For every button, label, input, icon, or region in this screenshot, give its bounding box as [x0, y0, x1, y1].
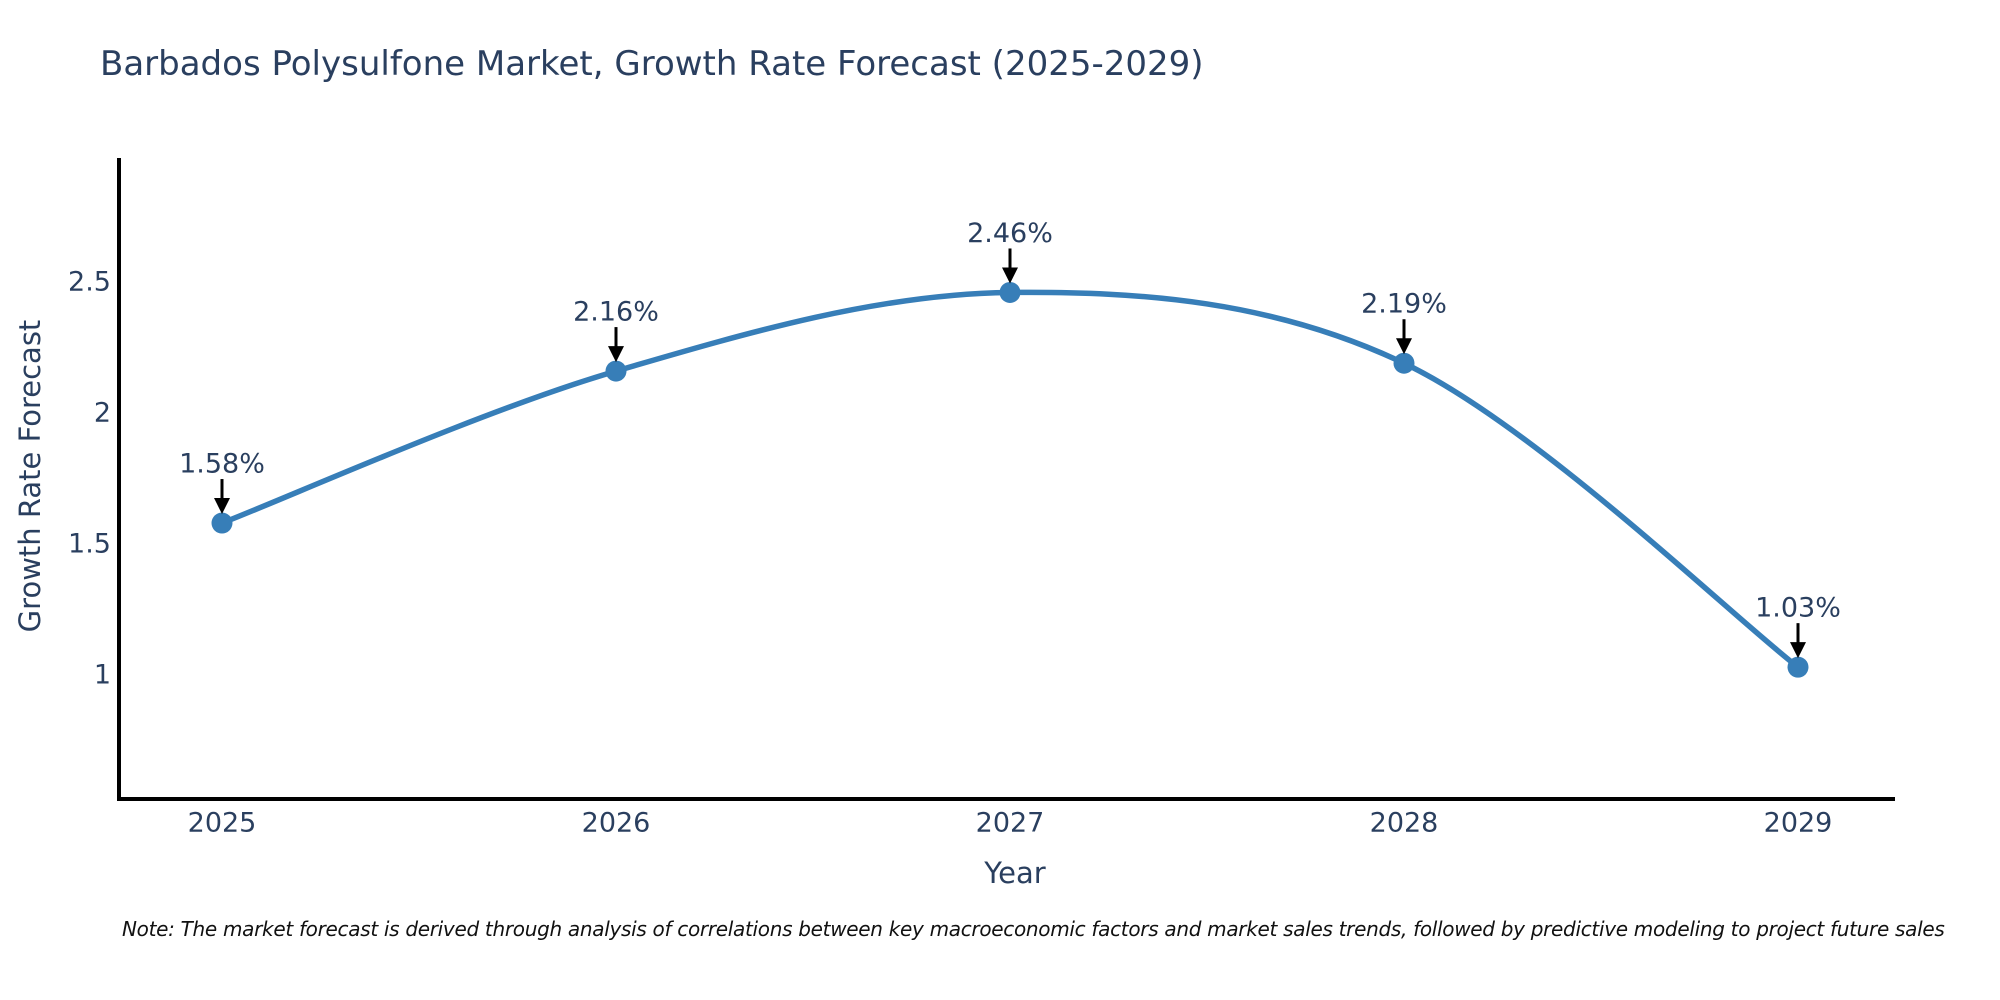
footnote: Note: The market forecast is derived thr… — [122, 917, 1945, 941]
data-point-2029[interactable] — [1787, 656, 1809, 678]
point-value-label: 1.03% — [1755, 593, 1841, 624]
annotation-arrow-head — [1002, 267, 1018, 284]
trend-line — [219, 289, 1801, 670]
chart-title: Barbados Polysulfone Market, Growth Rate… — [100, 44, 1204, 84]
point-value-label: 1.58% — [179, 449, 265, 480]
annotation-arrow-head — [1790, 642, 1806, 659]
data-point-2025[interactable] — [211, 512, 233, 534]
y-tick-label: 1 — [94, 660, 111, 691]
y-tick-label: 1.5 — [68, 529, 111, 560]
annotation-arrow-head — [214, 498, 230, 515]
data-point-2027[interactable] — [999, 281, 1021, 303]
y-tick-label: 2.5 — [68, 267, 111, 298]
data-point-2028[interactable] — [1393, 352, 1415, 374]
y-tick-label: 2 — [94, 398, 111, 429]
x-tick-label: 2029 — [1764, 808, 1833, 839]
annotation-arrow-head — [608, 346, 624, 363]
x-tick-label: 2026 — [582, 808, 651, 839]
x-axis-title: Year — [983, 856, 1045, 890]
point-value-label: 2.19% — [1361, 289, 1447, 320]
x-tick-label: 2027 — [976, 808, 1045, 839]
point-value-label: 2.46% — [967, 218, 1053, 249]
data-point-2026[interactable] — [605, 360, 627, 382]
y-axis-title: Growth Rate Forecast — [13, 320, 47, 633]
x-tick-label: 2025 — [188, 808, 257, 839]
point-value-label: 2.16% — [573, 297, 659, 328]
x-tick-label: 2028 — [1370, 808, 1439, 839]
annotation-arrow-head — [1396, 338, 1412, 355]
chart-plot-area: 1 1.5 2 2.5 2025 2026 2027 2028 2029 1.58% 2.16% 2.… — [68, 218, 1841, 839]
